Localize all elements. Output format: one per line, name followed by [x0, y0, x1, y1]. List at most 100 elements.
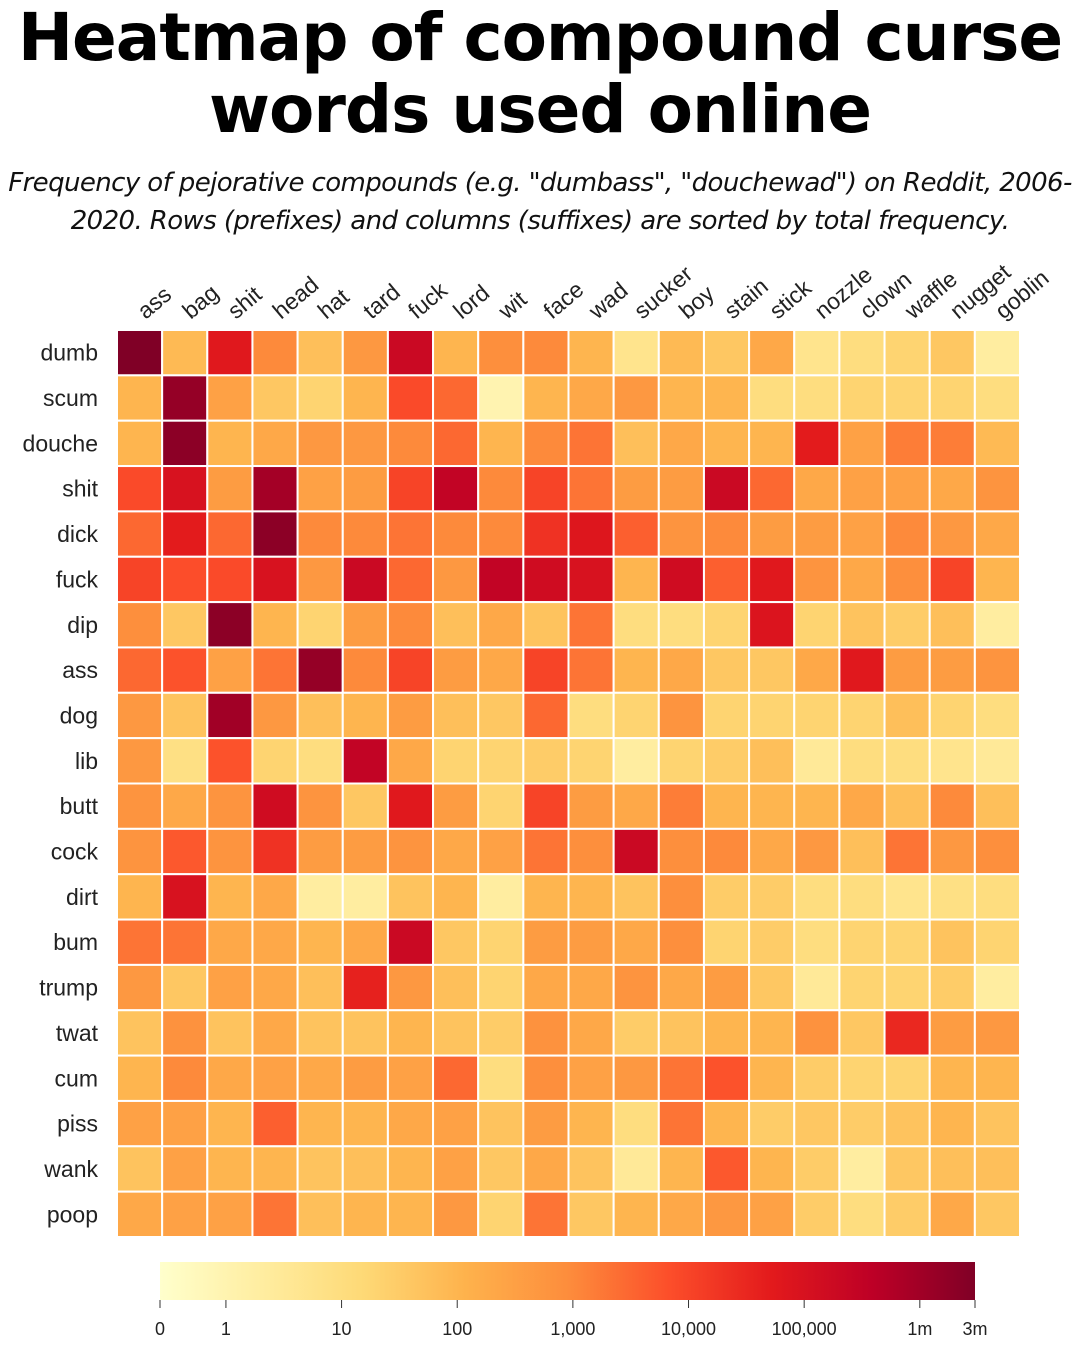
heatmap-cell [702, 918, 751, 966]
heatmap-cell [206, 918, 254, 966]
heatmap-cell [838, 873, 886, 921]
heatmap-cell [251, 691, 299, 740]
heatmap-cell [477, 691, 525, 740]
heatmap-cell [341, 1009, 389, 1057]
heatmap-cell [748, 1099, 796, 1148]
heatmap-cell [883, 510, 931, 558]
heatmap-cell [793, 601, 841, 649]
heatmap-cell [206, 374, 254, 422]
heatmap-cell [793, 918, 841, 966]
heatmap-cell [973, 329, 1021, 377]
heatmap-cell [477, 555, 525, 604]
row-label: dirt [66, 884, 99, 910]
heatmap-cell [341, 1145, 389, 1193]
heatmap-cell [838, 782, 886, 830]
heatmap-cell [161, 510, 209, 558]
heatmap-cell [432, 419, 480, 468]
heatmap-cell [522, 827, 570, 876]
heatmap-cell [973, 646, 1021, 694]
heatmap-cell [657, 1145, 705, 1193]
heatmap-cell [928, 419, 976, 468]
heatmap-cell [748, 555, 796, 604]
heatmap-cell [432, 873, 480, 921]
heatmap-cell [341, 782, 389, 830]
heatmap-cell [116, 465, 164, 513]
heatmap-cell [432, 963, 480, 1012]
heatmap-cell [251, 782, 299, 830]
heatmap-cell [477, 963, 525, 1012]
heatmap-cell [702, 465, 751, 513]
colorbar-tick-label: 100 [442, 1319, 472, 1339]
heatmap-cell [477, 1145, 525, 1193]
heatmap-cell [928, 1190, 976, 1239]
heatmap-cell [522, 782, 570, 830]
heatmap-cell [341, 510, 389, 558]
heatmap-cell [296, 918, 344, 966]
heatmap-cell [116, 419, 164, 468]
row-label: ass [62, 657, 98, 683]
heatmap-cell [432, 918, 480, 966]
heatmap-cell [883, 1009, 931, 1057]
heatmap-cell [206, 329, 254, 377]
heatmap-cell [251, 963, 299, 1012]
heatmap-cell [116, 1145, 164, 1193]
heatmap-cell [748, 1145, 796, 1193]
heatmap-cell [386, 646, 435, 694]
heatmap-cell [386, 1099, 435, 1148]
heatmap-cell [883, 1190, 931, 1239]
heatmap-cell [206, 691, 254, 740]
heatmap-cell [567, 963, 615, 1012]
heatmap-cell [567, 782, 615, 830]
heatmap-cell [973, 918, 1021, 966]
heatmap-cell [251, 1099, 299, 1148]
heatmap-cell [612, 1190, 660, 1239]
heatmap-cell [702, 374, 751, 422]
heatmap-cell [928, 737, 976, 785]
heatmap-cell [702, 419, 751, 468]
heatmap-cell [883, 1145, 931, 1193]
heatmap-cell [973, 510, 1021, 558]
heatmap-cell [838, 646, 886, 694]
row-label: twat [56, 1020, 99, 1046]
heatmap-cell [567, 601, 615, 649]
colorbar [160, 1262, 975, 1300]
heatmap-cell [477, 737, 525, 785]
heatmap-cell [883, 329, 931, 377]
heatmap-cell [477, 1009, 525, 1057]
heatmap-cell [838, 510, 886, 558]
heatmap-cell [702, 782, 751, 830]
heatmap-cell [386, 737, 435, 785]
heatmap-cell [386, 510, 435, 558]
heatmap-cell [432, 1054, 480, 1102]
heatmap-cell [838, 691, 886, 740]
chart-title: Heatmap of compound curse words used onl… [17, 0, 1063, 148]
heatmap-cell [296, 963, 344, 1012]
heatmap-cell [702, 1190, 751, 1239]
heatmap-cell [341, 1054, 389, 1102]
colorbar-tick-label: 3m [962, 1319, 987, 1339]
heatmap-cell [477, 601, 525, 649]
heatmap-cell [883, 827, 931, 876]
heatmap-cell [928, 646, 976, 694]
heatmap-cell [612, 601, 660, 649]
heatmap-cell [748, 465, 796, 513]
row-label: butt [60, 793, 99, 819]
heatmap-cell [296, 510, 344, 558]
heatmap-cell [973, 1054, 1021, 1102]
heatmap-cell [206, 873, 254, 921]
heatmap-cell [251, 329, 299, 377]
heatmap-cell [657, 1099, 705, 1148]
heatmap-cell [567, 827, 615, 876]
heatmap-cell [567, 329, 615, 377]
heatmap-cell [386, 1054, 435, 1102]
heatmap-cell [657, 419, 705, 468]
heatmap-cell [612, 374, 660, 422]
heatmap-cell [116, 1190, 164, 1239]
heatmap-cell [116, 1099, 164, 1148]
heatmap-cell [251, 374, 299, 422]
heatmap-cell [838, 1009, 886, 1057]
heatmap-cell [341, 918, 389, 966]
heatmap-cell [251, 555, 299, 604]
heatmap-cell [161, 691, 209, 740]
heatmap-cell [341, 873, 389, 921]
